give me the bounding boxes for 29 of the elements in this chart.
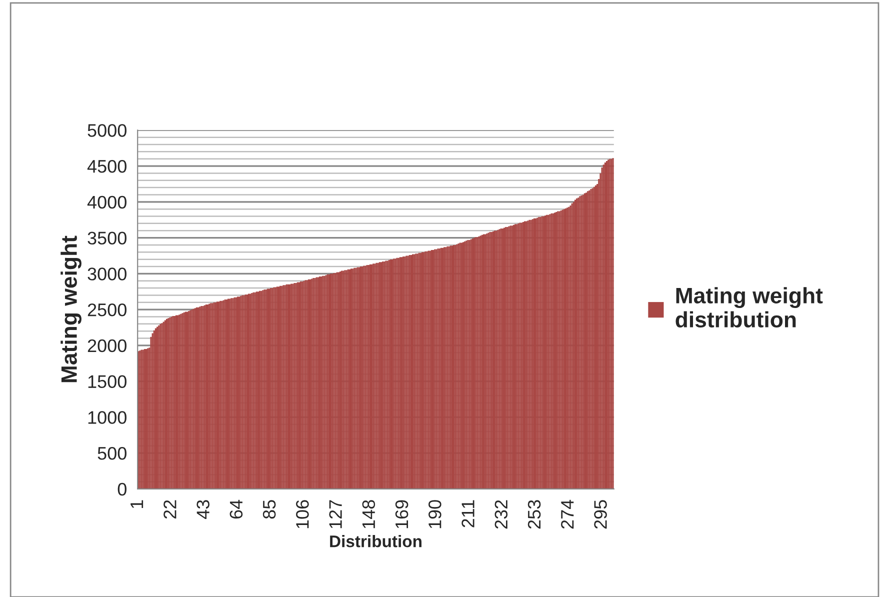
y-tick-label: 5000 — [88, 124, 126, 137]
x-tick-label: 232 — [494, 500, 508, 529]
x-tick-label: 43 — [196, 500, 210, 520]
x-tick-label: 253 — [528, 500, 541, 529]
x-tick-label: 22 — [164, 500, 176, 519]
x-tick-label: 106 — [296, 500, 309, 528]
y-axis-title: Mating weight — [60, 236, 82, 382]
x-tick-label: 1 — [130, 500, 144, 508]
x-tick-label: 169 — [395, 500, 408, 528]
y-tick-label: 0 — [118, 482, 126, 496]
y-tick-label: 2000 — [88, 339, 126, 352]
x-axis-title: Distribution — [330, 535, 422, 548]
y-tick-label: 1000 — [88, 411, 126, 424]
x-tick-label: 148 — [362, 500, 376, 528]
x-tick-label: 190 — [428, 500, 442, 528]
y-tick-label: 500 — [98, 447, 126, 460]
legend-label: Mating weight distribution — [676, 287, 823, 328]
x-tick-label: 274 — [560, 500, 574, 529]
y-tick-label: 4000 — [87, 196, 126, 209]
x-tick-label: 211 — [462, 500, 474, 528]
x-tick-label: 85 — [262, 500, 276, 519]
y-tick-label: 3500 — [88, 232, 126, 245]
x-tick-label: 127 — [329, 500, 342, 528]
x-tick-label: 295 — [594, 500, 607, 529]
x-tick-label: 64 — [230, 500, 243, 519]
y-tick-label: 4500 — [87, 160, 126, 173]
y-tick-label: 2500 — [88, 303, 126, 316]
y-tick-label: 1500 — [88, 375, 126, 388]
y-tick-label: 3000 — [88, 268, 126, 280]
